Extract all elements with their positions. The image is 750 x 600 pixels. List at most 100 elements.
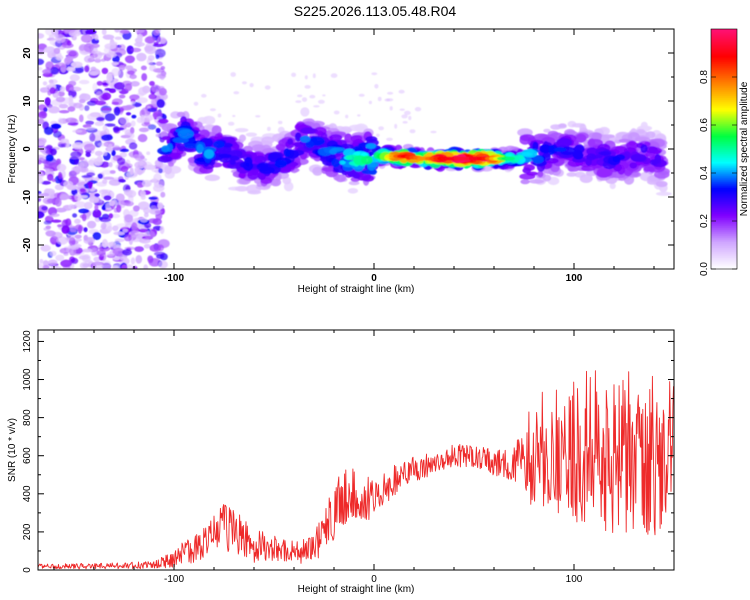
spectrogram-blob — [361, 155, 373, 165]
spectrogram-blob — [274, 160, 287, 168]
spectrogram-blob — [130, 120, 136, 127]
spectrogram-blob — [79, 45, 85, 51]
spectrogram-blob — [123, 234, 132, 242]
spectrogram-blob — [101, 134, 113, 141]
spectrogram-y-tick-label: 20 — [22, 47, 33, 59]
spectrogram-blob — [245, 132, 258, 137]
colorbar-stripe — [711, 85, 737, 88]
spectrogram-blob — [300, 107, 310, 117]
snr-y-tick-label: 600 — [22, 447, 33, 464]
spectrogram-blob — [85, 120, 95, 126]
snr-y-tick-label: 0 — [22, 567, 33, 573]
spectrogram-blob — [112, 146, 123, 151]
spectrogram-blob — [118, 94, 126, 99]
snr-x-tick-label: 100 — [566, 574, 583, 585]
spectrogram-blob — [612, 156, 621, 163]
spectrogram-blob — [111, 149, 116, 157]
colorbar-stripe — [711, 153, 737, 156]
spectrogram-blob — [80, 188, 87, 195]
spectrogram-blob — [113, 82, 125, 90]
colorbar-stripe — [711, 65, 737, 68]
spectrogram-blob — [374, 84, 379, 89]
colorbar-stripe — [711, 125, 737, 128]
colorbar-stripe — [711, 181, 737, 184]
spectrogram-blob — [196, 143, 204, 154]
spectrogram-blob — [56, 236, 68, 245]
colorbar-stripe — [711, 213, 737, 216]
colorbar-ticks: 0.0 0.2 0.4 0.6 0.8 — [699, 70, 737, 276]
colorbar-stripe — [711, 99, 737, 102]
spectrogram-blob — [102, 151, 108, 156]
colorbar-stripe — [711, 33, 737, 36]
spectrogram-blob — [172, 137, 189, 144]
spectrogram-blob — [229, 159, 236, 165]
spectrogram-blob — [107, 144, 114, 153]
colorbar-stripe — [711, 109, 737, 112]
spectrogram-blob — [80, 93, 87, 100]
spectrogram-x-tick-label: 0 — [371, 273, 377, 284]
spectrogram-blob — [389, 106, 393, 111]
spectrogram-blob — [40, 111, 47, 117]
colorbar-stripe — [711, 233, 737, 236]
spectrogram-blob — [58, 171, 63, 180]
spectrogram-blob — [579, 174, 593, 184]
spectrogram-blob — [155, 61, 163, 66]
spectrogram-blob — [44, 46, 56, 54]
spectrogram-blob — [313, 105, 320, 108]
spectrogram-blob — [38, 160, 43, 165]
spectrogram-y-tick-label: -10 — [22, 189, 33, 204]
spectrogram-blob — [235, 186, 248, 192]
spectrogram-blob — [74, 159, 79, 166]
spectrogram-blob — [149, 81, 155, 86]
spectrogram-blob — [335, 174, 347, 183]
spectrogram-blob — [38, 263, 44, 269]
colorbar-stripe — [711, 119, 737, 122]
spectrogram-blob — [102, 82, 109, 86]
spectrogram-blob — [97, 173, 104, 179]
spectrogram-blob — [68, 225, 77, 233]
spectrogram-blob — [79, 114, 84, 123]
spectrogram-blob — [202, 115, 216, 125]
spectrogram-blob — [89, 133, 96, 142]
spectrogram-blob — [152, 218, 162, 226]
spectrogram-blob — [111, 68, 121, 77]
colorbar-stripe — [711, 163, 737, 166]
spectrogram-blob — [93, 157, 103, 166]
spectrogram-blob — [94, 150, 103, 156]
spectrogram-blob — [83, 143, 96, 152]
colorbar-stripe — [711, 223, 737, 226]
spectrogram-blob — [137, 33, 143, 40]
spectrogram-blob — [377, 96, 382, 102]
colorbar-stripe — [711, 103, 737, 106]
spectrogram-blob — [267, 126, 271, 132]
spectrogram-blob — [125, 65, 134, 70]
spectrogram-blob — [85, 29, 97, 35]
colorbar-stripe — [711, 203, 737, 206]
spectrogram-y-tick-label: 10 — [22, 95, 33, 107]
spectrogram-blob — [330, 73, 338, 78]
spectrogram-blob — [118, 65, 126, 71]
spectrogram-blob — [74, 201, 86, 208]
spectrogram-blob — [640, 144, 648, 154]
spectrogram-blob — [77, 128, 87, 136]
spectrogram-blob — [60, 86, 66, 92]
colorbar-stripe — [711, 107, 737, 110]
spectrogram-blob — [158, 260, 168, 269]
spectrogram-y-axis-label: Frequency (Hz) — [7, 115, 18, 184]
colorbar-stripe — [711, 255, 737, 258]
spectrogram-blob — [159, 225, 165, 235]
spectrogram-blob — [376, 133, 380, 137]
spectrogram-blob — [309, 94, 316, 99]
spectrogram-blob — [79, 79, 90, 85]
colorbar-stripe — [711, 145, 737, 148]
spectrogram-blob — [168, 152, 182, 160]
spectrogram-blob — [61, 170, 66, 179]
spectrogram-blob — [58, 103, 69, 109]
spectrogram-blob — [69, 86, 82, 92]
spectrogram-blob — [71, 61, 83, 68]
colorbar-stripe — [711, 229, 737, 232]
spectrogram-blob — [46, 198, 55, 204]
spectrogram-blob — [42, 260, 49, 267]
spectrogram-blob — [241, 81, 247, 85]
